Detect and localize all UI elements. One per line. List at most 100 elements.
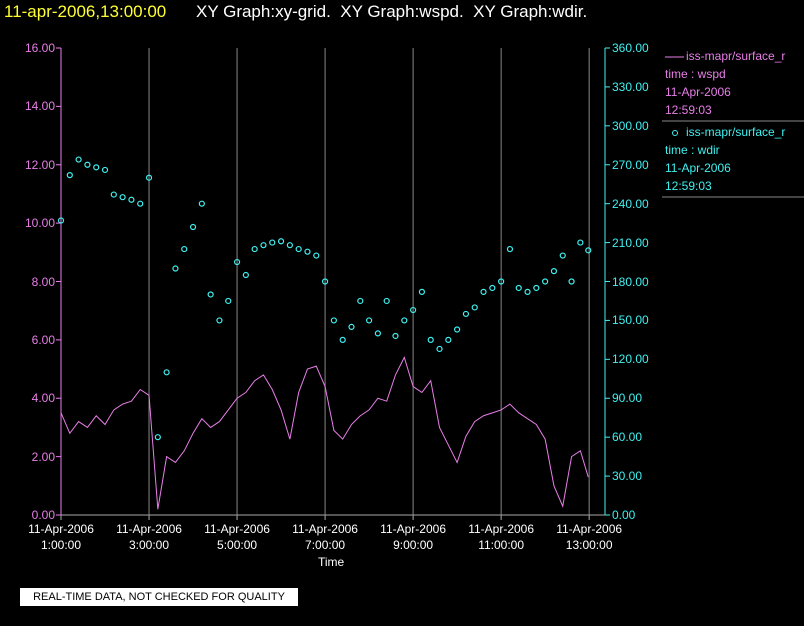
footer-note: REAL-TIME DATA, NOT CHECKED FOR QUALITY xyxy=(20,588,298,606)
legend-marker xyxy=(672,130,678,136)
wdir-point xyxy=(436,345,443,353)
wdir-point xyxy=(84,161,91,168)
wdir-point xyxy=(550,268,558,275)
wdir-point xyxy=(418,288,426,295)
wdir-point xyxy=(269,239,276,246)
x-tick-label: 11-Apr-2006 11:00:00 xyxy=(468,522,535,552)
y2-tick-label: 90.00 xyxy=(612,391,643,406)
y-tick-label: 0.00 xyxy=(31,508,55,522)
wdir-point xyxy=(181,245,188,253)
wdir-point xyxy=(585,247,592,254)
wdir-point xyxy=(145,174,153,181)
legend-detail: time : wspd xyxy=(665,67,726,81)
wdir-point xyxy=(75,156,82,163)
wdir-point xyxy=(577,239,584,246)
y2-tick-label: 150.00 xyxy=(612,313,649,328)
y2-tick-label: 120.00 xyxy=(612,352,649,367)
wdir-point xyxy=(410,306,417,314)
y2-tick-label: 180.00 xyxy=(612,274,649,289)
y-tick-label: 14.00 xyxy=(24,99,55,114)
wdir-point xyxy=(137,200,144,207)
wdir-point xyxy=(339,336,346,343)
wdir-point xyxy=(207,291,214,298)
wdir-point xyxy=(462,310,470,318)
y-tick-label: 6.00 xyxy=(31,332,55,347)
y2-tick-label: 300.00 xyxy=(612,118,649,133)
y-tick-label: 10.00 xyxy=(24,216,55,231)
x-tick-label: 11-Apr-2006 13:00:00 xyxy=(556,522,623,552)
wdir-point xyxy=(295,245,302,253)
x-tick-label: 11-Apr-2006 5:00:00 xyxy=(204,522,270,552)
legend-detail: 12:59:03 xyxy=(665,179,712,193)
wdir-point xyxy=(506,245,514,253)
y-tick-label: 16.00 xyxy=(24,41,55,55)
wdir-point xyxy=(251,245,258,253)
wdir-point xyxy=(445,336,452,343)
wdir-point xyxy=(374,330,381,337)
x-axis-label: Time xyxy=(318,555,345,569)
wdir-point xyxy=(198,200,205,207)
wdir-point xyxy=(524,288,531,295)
legend-detail: 11-Apr-2006 xyxy=(665,161,731,175)
y2-tick-label: 270.00 xyxy=(612,157,649,172)
wdir-point xyxy=(392,332,399,340)
legend-detail: 11-Apr-2006 xyxy=(665,85,731,99)
legend-name: iss-mapr/surface_r xyxy=(686,49,786,63)
y2-tick-label: 330.00 xyxy=(612,79,649,94)
x-tick-label: 11-Apr-2006 3:00:00 xyxy=(116,522,182,552)
wdir-point xyxy=(330,317,337,324)
wdir-point xyxy=(119,194,126,201)
y-tick-label: 8.00 xyxy=(31,274,55,289)
wdir-point xyxy=(216,317,223,324)
wdir-point xyxy=(383,297,390,305)
wdir-point xyxy=(242,271,249,279)
wdir-point xyxy=(66,172,73,179)
x-tick-label: 11-Apr-2006 7:00:00 xyxy=(292,522,358,552)
y2-tick-label: 30.00 xyxy=(612,469,643,484)
wdir-point xyxy=(559,252,566,259)
wdir-point xyxy=(277,238,285,245)
wdir-point xyxy=(304,248,311,255)
wdir-point xyxy=(260,242,267,249)
wdir-point xyxy=(110,191,117,198)
wdir-point xyxy=(313,252,320,259)
chart-title: XY Graph:xy-grid. XY Graph:wspd. XY Grap… xyxy=(196,2,588,21)
y2-tick-label: 240.00 xyxy=(612,196,649,211)
wdir-point xyxy=(489,284,496,292)
wdir-point xyxy=(365,317,373,324)
wdir-point xyxy=(427,336,434,343)
wdir-point xyxy=(568,278,575,285)
legend-detail: 12:59:03 xyxy=(665,103,712,117)
wdir-point xyxy=(321,278,329,285)
wdir-point xyxy=(357,297,364,305)
y-tick-label: 12.00 xyxy=(24,157,55,172)
wdir-point xyxy=(515,284,522,292)
wdir-point xyxy=(128,196,135,203)
wdir-point xyxy=(233,258,241,266)
wdir-point xyxy=(471,304,478,311)
wdir-point xyxy=(498,278,505,285)
x-tick-label: 11-Apr-2006 1:00:00 xyxy=(28,522,94,552)
wdir-point xyxy=(348,323,355,331)
x-tick-label: 11-Apr-2006 9:00:00 xyxy=(380,522,446,552)
wdir-point xyxy=(454,326,461,333)
wdir-point xyxy=(189,223,197,231)
wdir-point xyxy=(57,217,65,224)
wdir-point xyxy=(533,284,540,292)
wdir-point xyxy=(225,297,232,305)
wdir-point xyxy=(172,265,179,272)
wdir-point xyxy=(480,288,487,295)
y2-tick-label: 210.00 xyxy=(612,235,649,250)
wdir-point xyxy=(93,164,100,171)
wdir-point xyxy=(401,317,408,324)
y2-tick-label: 60.00 xyxy=(612,430,643,445)
wdir-point xyxy=(286,242,293,249)
y2-tick-label: 0.00 xyxy=(612,508,636,522)
wspd-line xyxy=(60,356,589,510)
y2-tick-label: 360.00 xyxy=(612,41,649,55)
wdir-point xyxy=(542,278,549,285)
wdir-point xyxy=(163,369,170,376)
y-tick-label: 4.00 xyxy=(31,391,55,406)
